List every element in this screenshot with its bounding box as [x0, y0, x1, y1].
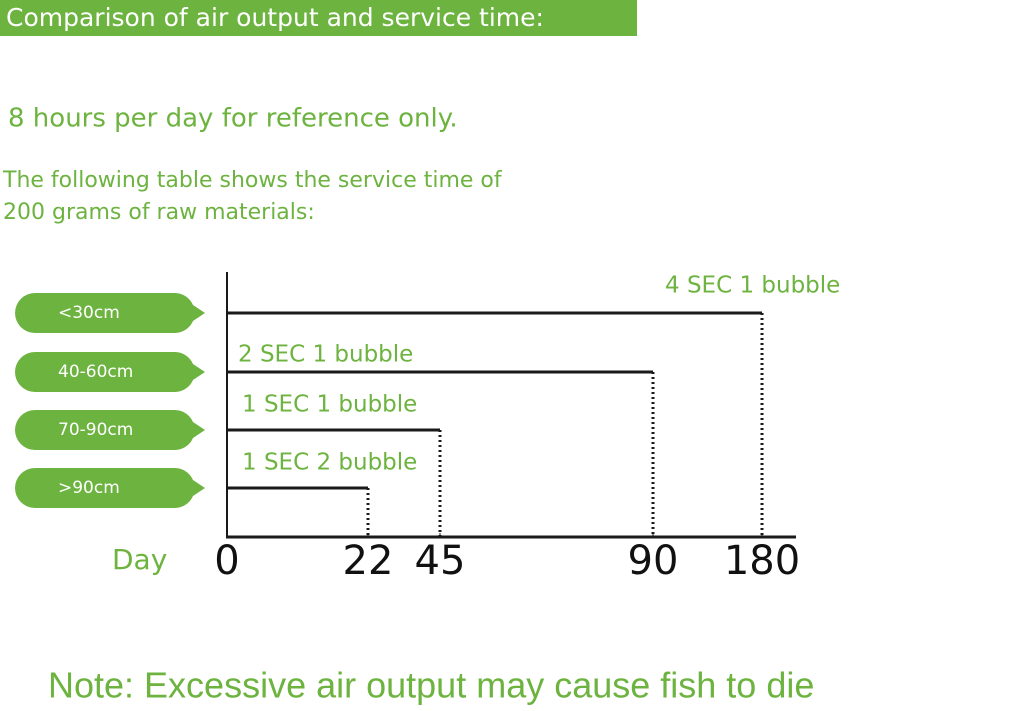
title-band [0, 0, 637, 36]
chart-title: Comparison of air output and service tim… [6, 3, 544, 32]
category-pill [15, 293, 205, 333]
description: The following table shows the service ti… [2, 168, 503, 193]
x-tick-label: 90 [628, 538, 679, 584]
bar-label: 2 SEC 1 bubble [238, 342, 413, 368]
subtitle: 8 hours per day for reference only. [8, 104, 458, 134]
category-pill [15, 352, 205, 392]
category-label: <30cm [58, 303, 120, 323]
x-tick-label: 180 [724, 538, 800, 584]
category-label: >90cm [58, 478, 120, 498]
x-axis-label: Day [112, 543, 167, 576]
x-tick-label: 0 [214, 538, 239, 584]
bar-label: 1 SEC 1 bubble [242, 392, 417, 418]
note: Note: Excessive air output may cause fis… [48, 665, 814, 706]
x-tick-label: 45 [415, 538, 466, 584]
description: 200 grams of raw materials: [3, 200, 315, 225]
bar-label: 4 SEC 1 bubble [665, 273, 840, 299]
bar-label: 1 SEC 2 bubble [242, 450, 417, 476]
category-label: 70-90cm [58, 420, 133, 440]
category-pill [15, 410, 205, 450]
category-label: 40-60cm [58, 362, 133, 382]
x-tick-label: 22 [343, 538, 394, 584]
category-pill [15, 468, 205, 508]
